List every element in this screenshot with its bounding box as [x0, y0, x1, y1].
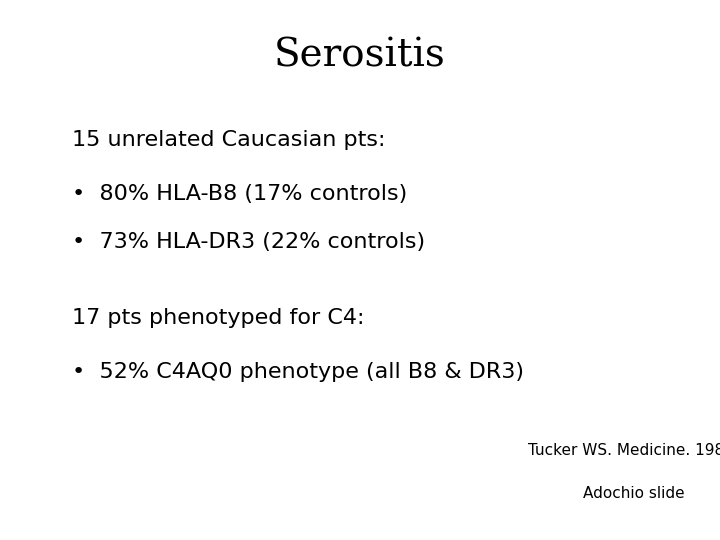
- Text: Serositis: Serositis: [274, 38, 446, 75]
- Text: 15 unrelated Caucasian pts:: 15 unrelated Caucasian pts:: [72, 130, 385, 150]
- Text: 17 pts phenotyped for C4:: 17 pts phenotyped for C4:: [72, 308, 364, 328]
- Text: •  52% C4AQ0 phenotype (all B8 & DR3): • 52% C4AQ0 phenotype (all B8 & DR3): [72, 362, 524, 382]
- Text: •  80% HLA-B8 (17% controls): • 80% HLA-B8 (17% controls): [72, 184, 408, 204]
- Text: Adochio slide: Adochio slide: [582, 486, 685, 501]
- Text: •  73% HLA-DR3 (22% controls): • 73% HLA-DR3 (22% controls): [72, 232, 425, 252]
- Text: Tucker WS. Medicine. 1987.: Tucker WS. Medicine. 1987.: [528, 443, 720, 458]
